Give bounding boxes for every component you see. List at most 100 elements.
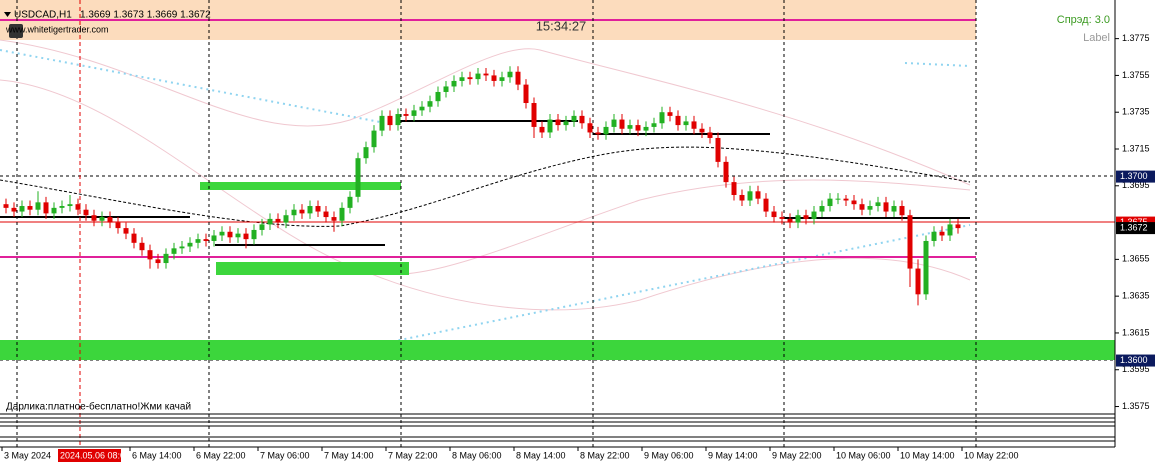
candle-body <box>131 233 137 243</box>
candle-body <box>779 217 785 219</box>
candle-body <box>851 200 857 205</box>
candle-body <box>371 130 377 148</box>
candle-body <box>739 194 745 201</box>
candle-body <box>691 121 697 129</box>
candle-body <box>219 231 225 236</box>
y-tick-label: 1.3655 <box>1122 254 1150 264</box>
price-label: 1.3700 <box>1120 171 1148 181</box>
candle-body <box>411 110 417 116</box>
candle-body <box>707 132 713 138</box>
candle-body <box>771 211 777 218</box>
candle-body <box>587 123 593 133</box>
candle-body <box>715 137 721 162</box>
x-tick-label: 8 May 06:00 <box>452 450 502 460</box>
candle-body <box>59 206 65 208</box>
x-tick-label: 7 May 06:00 <box>260 450 310 460</box>
candle-body <box>235 233 241 238</box>
candle-body <box>211 235 217 241</box>
website: www.whitetigertrader.com <box>5 24 109 34</box>
candle-body <box>723 161 729 183</box>
candle-body <box>155 259 161 264</box>
candle-body <box>27 206 33 210</box>
candle-body <box>243 233 249 240</box>
y-tick-label: 1.3575 <box>1122 401 1150 411</box>
note: Дарлика:платное-бесплатно!Жми качай <box>6 401 191 413</box>
price-label-box <box>1116 354 1155 367</box>
candles <box>3 66 961 306</box>
x-tick-label: 9 May 14:00 <box>708 450 758 460</box>
y-tick-label: 1.3635 <box>1122 291 1150 301</box>
candle-body <box>659 112 665 124</box>
candle-body <box>747 191 753 201</box>
candle-body <box>795 215 801 223</box>
candle-body <box>523 84 529 104</box>
x-tick-label: 9 May 22:00 <box>772 450 822 460</box>
candle-body <box>251 229 257 240</box>
candle-body <box>875 202 881 207</box>
candle-body <box>611 119 617 127</box>
price-label: 1.3600 <box>1120 355 1148 365</box>
candle-body <box>923 240 929 295</box>
candle-body <box>227 231 233 238</box>
candle-body <box>811 211 817 219</box>
candle-body <box>947 224 953 236</box>
logo <box>9 24 23 38</box>
candle-body <box>43 202 49 214</box>
y-tick-label: 1.3595 <box>1122 364 1150 374</box>
x-tick-label: 9 May 06:00 <box>644 450 694 460</box>
candle-body <box>3 204 9 208</box>
candle-body <box>579 115 585 124</box>
candle-body <box>195 239 201 243</box>
candle-body <box>507 71 513 78</box>
candle-body <box>467 77 473 80</box>
candle-body <box>299 209 305 214</box>
candle-body <box>19 206 25 212</box>
candle-body <box>283 215 289 223</box>
candle-body <box>75 204 81 210</box>
candle-body <box>483 73 489 76</box>
candle-body <box>867 206 873 210</box>
candle-body <box>203 239 209 241</box>
candle-body <box>307 206 313 214</box>
candle-body <box>187 242 193 247</box>
candle-body <box>675 115 681 126</box>
candle-body <box>939 231 945 236</box>
candle-body <box>339 207 345 221</box>
band-line <box>349 257 971 311</box>
candle-body <box>99 217 105 221</box>
trend-dots <box>0 49 381 123</box>
candle-body <box>451 80 457 87</box>
candle-body <box>331 217 337 221</box>
candle-body <box>915 268 921 295</box>
candle-body <box>555 119 561 126</box>
zone <box>0 340 1115 360</box>
zone <box>200 182 401 190</box>
subwindow <box>0 413 1115 448</box>
x-tick-label: 10 May 06:00 <box>836 450 891 460</box>
candle-body <box>355 158 361 197</box>
candle-body <box>499 77 505 81</box>
candle-body <box>427 101 433 107</box>
x-tick-label: 7 May 22:00 <box>388 450 438 460</box>
candle-body <box>955 224 961 229</box>
candle-body <box>595 132 601 135</box>
candle-body <box>843 198 849 201</box>
candle-body <box>563 121 569 126</box>
band-line <box>0 79 971 276</box>
candle-body <box>883 202 889 212</box>
candle-body <box>67 204 73 207</box>
label: Label <box>1083 32 1110 44</box>
y-tick-label: 1.3615 <box>1122 327 1150 337</box>
candle-body <box>395 114 401 126</box>
candle-body <box>787 218 793 223</box>
candle-body <box>267 218 273 225</box>
moving-average <box>0 146 971 227</box>
y-tick-label: 1.3775 <box>1122 33 1150 43</box>
candle-body <box>603 126 609 135</box>
candle-body <box>475 73 481 80</box>
x-tick-label: 10 May 22:00 <box>964 450 1019 460</box>
candle-body <box>315 206 321 212</box>
band-line <box>0 39 971 186</box>
